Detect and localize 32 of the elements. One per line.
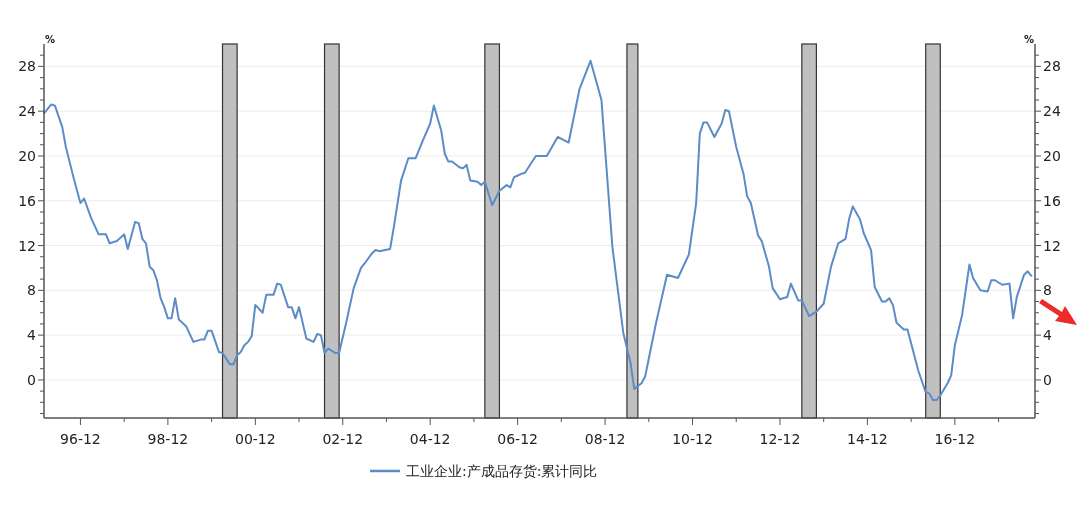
y-tick-label: 24 bbox=[18, 103, 37, 120]
y-tick-label: 12 bbox=[18, 237, 36, 254]
x-tick-label: 98-12 bbox=[147, 431, 189, 447]
y2-tick-label: 4 bbox=[1043, 327, 1052, 344]
y2-tick-label: 12 bbox=[1043, 237, 1061, 254]
x-tick-label: 16-12 bbox=[934, 431, 976, 447]
y2-tick-label: 16 bbox=[1043, 192, 1061, 209]
y-tick-label: 16 bbox=[18, 192, 37, 209]
y-tick-label: 8 bbox=[27, 282, 36, 299]
x-tick-label: 14-12 bbox=[847, 431, 888, 447]
x-tick-label: 02-12 bbox=[322, 431, 364, 447]
y-tick-label: 28 bbox=[18, 58, 36, 75]
y2-tick-label: 24 bbox=[1043, 103, 1061, 120]
y2-axis-title: % bbox=[1023, 34, 1035, 45]
x-tick-label: 10-12 bbox=[672, 431, 713, 447]
legend: 工业企业:产成品存货:累计同比 bbox=[370, 463, 598, 479]
x-tick-label: 06-12 bbox=[497, 431, 538, 447]
y-tick-label: 4 bbox=[27, 327, 37, 344]
x-tick-label: 12-12 bbox=[759, 431, 801, 447]
y2-tick-label: 0 bbox=[1043, 371, 1052, 388]
y-tick-label: 20 bbox=[18, 147, 36, 164]
y-axis-title: % bbox=[44, 34, 56, 45]
y2-tick-label: 28 bbox=[1043, 58, 1061, 75]
y2-tick-label: 20 bbox=[1043, 147, 1061, 164]
x-tick-label: 96-12 bbox=[60, 431, 101, 447]
x-tick-label: 04-12 bbox=[409, 431, 451, 447]
y2-tick-label: 8 bbox=[1043, 282, 1052, 299]
line-series bbox=[43, 59, 1033, 402]
y-tick-label: 0 bbox=[27, 371, 36, 388]
legend-label: 工业企业:产成品存货:累计同比 bbox=[406, 463, 598, 479]
x-tick-label: 08-12 bbox=[584, 431, 626, 447]
x-tick-label: 00-12 bbox=[234, 431, 276, 447]
